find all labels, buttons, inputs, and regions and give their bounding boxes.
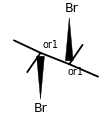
Polygon shape <box>65 18 73 61</box>
Text: Br: Br <box>65 2 78 15</box>
Text: or1: or1 <box>43 40 59 50</box>
Polygon shape <box>37 56 44 99</box>
Text: or1: or1 <box>67 67 83 77</box>
Text: Br: Br <box>34 102 47 115</box>
